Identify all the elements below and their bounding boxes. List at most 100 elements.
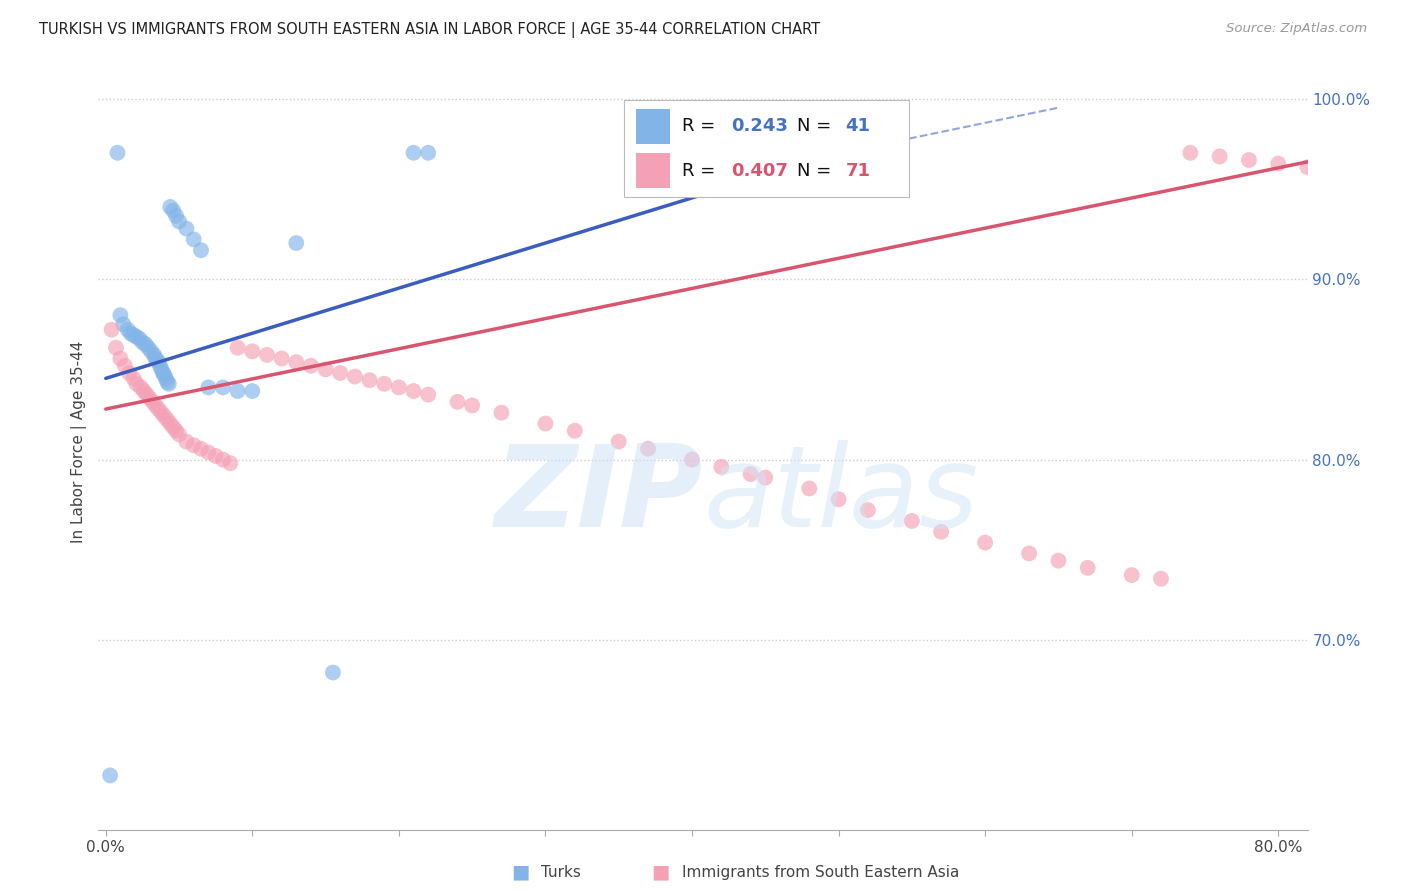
Point [402, 384, 425, 398]
Point [226, 384, 249, 398]
Point [740, 467, 762, 481]
Point [534, 417, 557, 431]
Point [256, 348, 278, 362]
Point [145, 399, 167, 413]
Point [122, 371, 145, 385]
Point [159, 200, 181, 214]
Point [125, 376, 148, 391]
Point [148, 355, 170, 369]
Point [156, 413, 179, 427]
Point [118, 366, 141, 380]
Point [159, 417, 181, 431]
Point [681, 452, 703, 467]
Point [1180, 145, 1202, 160]
Point [637, 145, 659, 160]
Point [1237, 153, 1260, 167]
Point [141, 344, 163, 359]
Point [1018, 546, 1040, 560]
Text: 41: 41 [845, 117, 870, 136]
Text: Immigrants from South Eastern Asia: Immigrants from South Eastern Asia [682, 865, 959, 880]
Text: ZIP: ZIP [495, 441, 703, 551]
Point [165, 209, 187, 223]
Point [114, 359, 136, 373]
Y-axis label: In Labor Force | Age 35-44: In Labor Force | Age 35-44 [72, 341, 87, 542]
Point [183, 438, 205, 452]
Point [152, 366, 174, 380]
Point [197, 445, 219, 459]
Point [799, 482, 821, 496]
Point [134, 337, 156, 351]
Point [373, 376, 395, 391]
Point [564, 424, 586, 438]
Text: Turks: Turks [541, 865, 581, 880]
Point [190, 442, 212, 456]
Point [1150, 572, 1173, 586]
Text: ■: ■ [651, 863, 671, 882]
Point [1369, 168, 1392, 182]
Point [359, 373, 381, 387]
Point [1047, 554, 1070, 568]
Point [418, 145, 440, 160]
Point [183, 232, 205, 246]
Point [122, 328, 145, 343]
Point [98, 768, 121, 782]
Point [107, 145, 129, 160]
Point [240, 344, 263, 359]
Point [176, 434, 198, 449]
Point [446, 394, 468, 409]
Point [1077, 561, 1099, 575]
Text: Source: ZipAtlas.com: Source: ZipAtlas.com [1226, 22, 1367, 36]
Point [150, 362, 173, 376]
Point [162, 420, 184, 434]
Point [148, 402, 170, 417]
Point [754, 470, 776, 484]
Point [110, 351, 132, 366]
Point [827, 492, 849, 507]
Point [138, 391, 160, 405]
Text: N =: N = [797, 117, 838, 136]
Point [285, 235, 308, 250]
Point [799, 145, 821, 160]
Point [155, 371, 177, 385]
Point [129, 380, 152, 394]
Bar [637, 153, 671, 188]
Point [142, 394, 165, 409]
Text: R =: R = [682, 161, 721, 180]
Point [176, 221, 198, 235]
Point [117, 323, 139, 337]
Point [125, 330, 148, 344]
Point [112, 317, 135, 331]
Point [212, 380, 235, 394]
Point [128, 332, 150, 346]
Point [167, 214, 190, 228]
Point [132, 384, 155, 398]
Point [212, 452, 235, 467]
Point [285, 355, 308, 369]
Point [136, 341, 159, 355]
Point [204, 449, 226, 463]
Point [105, 341, 128, 355]
Text: 71: 71 [845, 161, 870, 180]
Point [190, 244, 212, 258]
Point [1296, 160, 1319, 174]
Point [607, 434, 630, 449]
Point [100, 323, 122, 337]
Point [219, 456, 242, 470]
Point [110, 308, 132, 322]
Point [270, 351, 292, 366]
FancyBboxPatch shape [624, 100, 908, 197]
Point [343, 369, 366, 384]
Point [491, 406, 513, 420]
Bar [637, 109, 671, 144]
Point [929, 524, 952, 539]
Point [120, 326, 142, 341]
Point [1208, 149, 1230, 163]
Text: N =: N = [797, 161, 838, 180]
Text: R =: R = [682, 117, 721, 136]
Point [856, 503, 879, 517]
Point [143, 348, 166, 362]
Point [901, 514, 924, 528]
Point [131, 335, 153, 350]
Point [418, 387, 440, 401]
Point [226, 341, 249, 355]
